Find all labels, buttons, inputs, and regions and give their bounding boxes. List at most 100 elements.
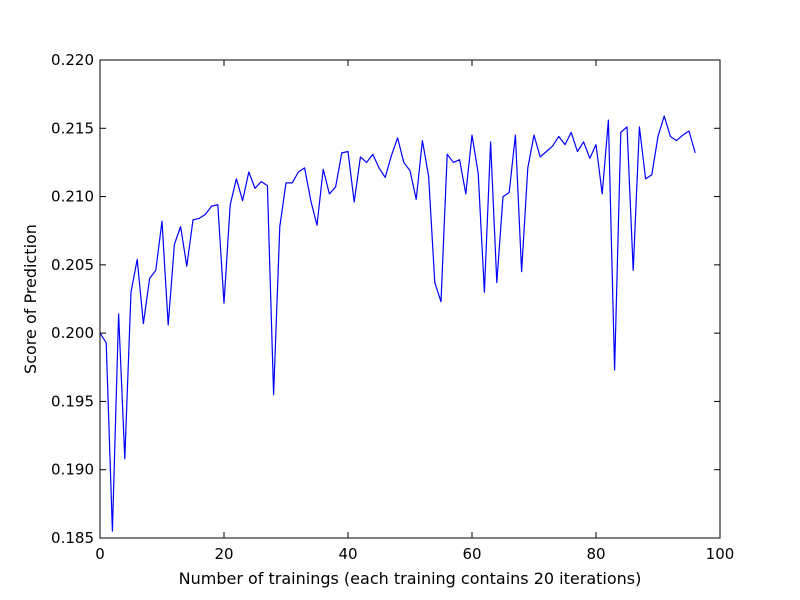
data-point	[627, 126, 628, 127]
data-point	[193, 219, 194, 220]
y-tick-label: 0.210	[51, 188, 94, 206]
data-point	[602, 193, 603, 194]
data-point	[292, 182, 293, 183]
data-point	[658, 136, 659, 137]
axes-frame	[99, 59, 721, 539]
data-point	[496, 282, 497, 283]
data-point	[565, 144, 566, 145]
data-point	[689, 131, 690, 132]
data-point	[310, 200, 311, 201]
data-point	[490, 141, 491, 142]
data-point	[571, 132, 572, 133]
data-point	[273, 394, 274, 395]
data-point	[199, 218, 200, 219]
data-point	[589, 158, 590, 159]
data-point	[242, 200, 243, 201]
y-tick-label: 0.185	[51, 529, 94, 547]
data-point	[279, 226, 280, 227]
data-point	[695, 152, 696, 153]
x-tick-label: 0	[95, 545, 105, 563]
data-point	[558, 136, 559, 137]
data-point	[465, 193, 466, 194]
data-point	[596, 144, 597, 145]
data-point	[248, 171, 249, 172]
data-point	[577, 151, 578, 152]
data-point	[391, 155, 392, 156]
data-point	[286, 182, 287, 183]
data-point	[620, 132, 621, 133]
y-tick-label: 0.220	[51, 51, 94, 69]
data-point	[583, 141, 584, 142]
data-point	[162, 221, 163, 222]
data-point	[131, 292, 132, 293]
data-point	[205, 214, 206, 215]
data-point	[317, 225, 318, 226]
series-layer	[99, 115, 696, 532]
data-point	[180, 226, 181, 227]
data-point	[503, 196, 504, 197]
data-point	[155, 270, 156, 271]
data-point	[472, 135, 473, 136]
data-point	[106, 342, 107, 343]
data-point	[428, 176, 429, 177]
y-tick-label: 0.195	[51, 392, 94, 410]
data-point	[341, 152, 342, 153]
x-axis: 0 20 40 60 80 100	[95, 60, 734, 563]
data-point	[515, 135, 516, 136]
data-point	[255, 188, 256, 189]
data-point	[676, 140, 677, 141]
data-point	[441, 301, 442, 302]
data-point	[664, 115, 665, 116]
data-point	[434, 282, 435, 283]
data-point	[608, 120, 609, 121]
data-point	[366, 162, 367, 163]
data-point	[416, 199, 417, 200]
data-point	[478, 173, 479, 174]
data-point	[422, 140, 423, 141]
data-point	[354, 202, 355, 203]
data-point	[348, 151, 349, 152]
x-tick-label: 40	[338, 545, 357, 563]
data-point	[186, 266, 187, 267]
data-point	[552, 146, 553, 147]
x-tick-label: 20	[214, 545, 233, 563]
data-point	[211, 206, 212, 207]
data-point	[323, 169, 324, 170]
x-tick-label: 60	[462, 545, 481, 563]
x-axis-title: Number of trainings (each training conta…	[179, 569, 642, 588]
data-point	[224, 303, 225, 304]
data-point	[682, 135, 683, 136]
data-point	[397, 137, 398, 138]
x-tick-label: 80	[586, 545, 605, 563]
data-point	[298, 171, 299, 172]
data-point	[112, 531, 113, 532]
data-point	[217, 204, 218, 205]
y-axis: 0.185 0.190 0.195 0.200 0.205 0.210 0.215 0.220	[51, 51, 720, 547]
data-point	[509, 192, 510, 193]
data-point	[639, 126, 640, 127]
data-point	[403, 162, 404, 163]
data-point	[149, 278, 150, 279]
data-point	[447, 154, 448, 155]
data-point	[453, 162, 454, 163]
y-tick-label: 0.215	[51, 119, 94, 137]
data-point	[261, 181, 262, 182]
data-point	[137, 259, 138, 260]
data-point	[143, 323, 144, 324]
data-point	[230, 204, 231, 205]
data-point	[385, 177, 386, 178]
data-point	[304, 167, 305, 168]
data-point	[410, 170, 411, 171]
data-point	[540, 156, 541, 157]
y-tick-label: 0.205	[51, 256, 94, 274]
data-point	[329, 193, 330, 194]
data-point	[267, 185, 268, 186]
y-axis-title: Score of Prediction	[21, 224, 40, 374]
data-point	[360, 156, 361, 157]
y-tick-label: 0.190	[51, 461, 94, 479]
data-point	[670, 136, 671, 137]
data-point	[534, 135, 535, 136]
data-point	[614, 370, 615, 371]
data-point	[633, 270, 634, 271]
